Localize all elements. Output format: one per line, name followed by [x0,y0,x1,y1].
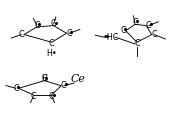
Text: H: H [41,74,47,83]
Text: C: C [49,39,55,48]
Text: C: C [152,30,157,39]
Text: C: C [51,19,56,28]
Text: C: C [42,74,47,83]
Text: C: C [132,18,138,27]
Text: C: C [31,92,36,101]
Text: Ce: Ce [70,74,85,84]
Text: C: C [61,81,66,90]
Text: H•: H• [46,49,57,58]
Text: C: C [146,21,152,30]
Text: C: C [66,29,72,38]
Text: C: C [34,21,40,30]
Text: C: C [49,92,55,101]
Text: C: C [134,39,140,48]
Text: C: C [121,26,126,35]
Text: C: C [13,84,19,93]
Text: C: C [18,30,24,39]
Text: •HC: •HC [103,33,119,42]
